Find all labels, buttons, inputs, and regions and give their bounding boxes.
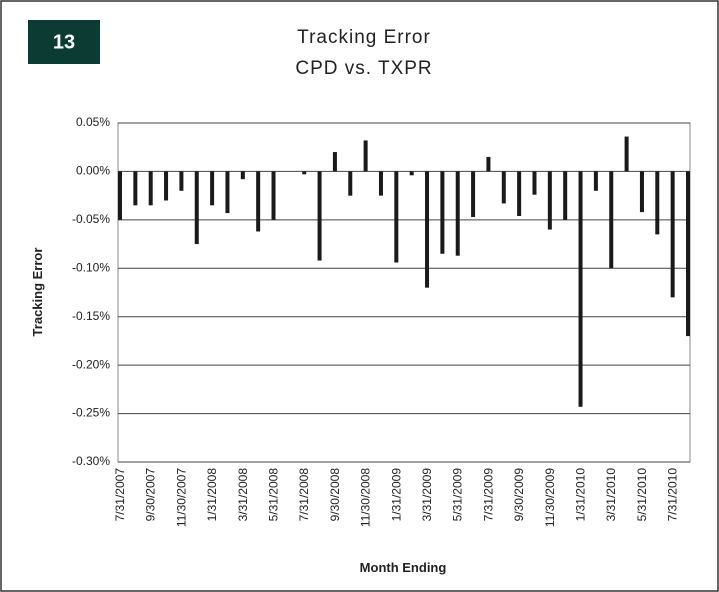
chart-subtitle: CPD vs. TXPR [295, 58, 432, 79]
bar [332, 152, 337, 172]
x-tick-label: 5/31/2008 [267, 468, 281, 522]
x-tick-label: 7/31/2009 [481, 468, 495, 522]
x-tick-label: 9/30/2007 [144, 468, 158, 522]
y-tick-label: -0.05% [72, 212, 110, 226]
bar [440, 171, 445, 254]
bar [363, 140, 368, 172]
y-tick-label: -0.10% [72, 260, 110, 274]
bar [317, 171, 322, 261]
bar [609, 171, 614, 269]
bar [501, 171, 506, 204]
bar [471, 171, 476, 217]
bar [394, 171, 399, 263]
badge-box [28, 20, 100, 64]
x-axis-label: Month Ending [360, 560, 447, 575]
badge: 13 [53, 31, 75, 53]
bar [240, 171, 245, 180]
y-tick-label: 0.05% [76, 115, 110, 129]
y-tick-label: -0.15% [72, 309, 110, 323]
bar [486, 156, 491, 172]
x-tick-label: 9/30/2008 [328, 468, 342, 522]
bar [210, 171, 215, 206]
bar [409, 171, 414, 176]
bar [118, 171, 122, 220]
x-tick-label: 5/31/2010 [635, 468, 649, 522]
bar [593, 171, 598, 191]
x-tick-label: 9/30/2009 [512, 468, 526, 522]
bar [547, 171, 552, 230]
bar [425, 171, 430, 288]
bar [256, 171, 261, 232]
bar [164, 171, 169, 201]
bar [455, 171, 460, 256]
bar [532, 171, 537, 195]
bar [348, 171, 353, 196]
bar [517, 171, 522, 216]
x-tick-label: 11/30/2007 [174, 468, 188, 527]
bar [271, 171, 276, 220]
y-tick-label: -0.25% [72, 406, 110, 420]
y-tick-label: -0.20% [72, 357, 110, 371]
bar [655, 171, 660, 235]
bar [639, 171, 644, 213]
bar [179, 171, 184, 191]
x-tick-label: 1/31/2009 [389, 468, 403, 522]
bar [670, 171, 675, 298]
bar [578, 171, 583, 407]
x-tick-label: 1/31/2008 [205, 468, 219, 522]
y-tick-label: 0.00% [76, 164, 110, 178]
chart-title: Tracking Error [297, 27, 431, 48]
bar [194, 171, 199, 245]
x-tick-label: 1/31/2010 [574, 468, 588, 522]
bar [302, 171, 307, 175]
x-tick-label: 7/31/2007 [113, 468, 127, 522]
x-tick-label: 7/31/2008 [297, 468, 311, 522]
bar [563, 171, 568, 220]
x-tick-label: 11/30/2009 [543, 468, 557, 527]
x-tick-label: 3/31/2008 [236, 468, 250, 522]
x-tick-label: 7/31/2010 [666, 468, 680, 522]
x-tick-label: 3/31/2010 [604, 468, 618, 522]
y-axis-label: Tracking Error [30, 248, 45, 337]
x-tick-label: 5/31/2009 [451, 468, 465, 522]
bar [225, 171, 230, 214]
x-tick-label: 3/31/2009 [420, 468, 434, 522]
bar [686, 171, 690, 337]
y-tick-label: -0.30% [72, 454, 110, 468]
x-tick-label: 11/30/2008 [359, 468, 373, 527]
bar [378, 171, 383, 196]
bar [133, 171, 138, 206]
bar [148, 171, 153, 206]
bar [624, 136, 629, 172]
